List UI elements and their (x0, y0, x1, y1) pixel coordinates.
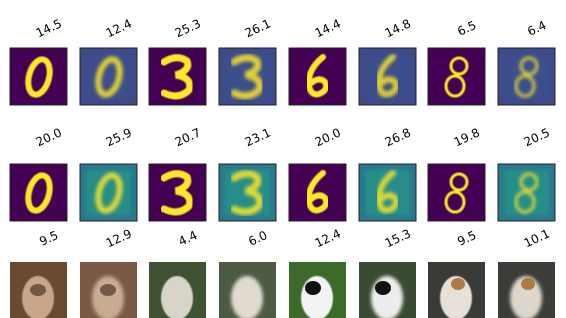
image-tile (80, 262, 137, 318)
photo-patch (451, 278, 465, 290)
score-label: 6.4 (525, 18, 548, 39)
score-label: 23.1 (243, 125, 273, 149)
image-tile (359, 48, 416, 105)
score-label: 10.1 (522, 226, 552, 250)
score-label: 6.0 (246, 228, 269, 249)
photo-face (100, 284, 116, 296)
image-tile (289, 164, 346, 221)
image-tile (10, 48, 67, 105)
score-label: 20.7 (173, 125, 203, 149)
image-tile (10, 262, 67, 318)
score-label: 6.5 (455, 18, 478, 39)
image-tile (80, 164, 137, 221)
score-label: 19.8 (452, 125, 482, 149)
image-tile (428, 164, 485, 221)
image-tile (80, 48, 137, 105)
score-label: 15.3 (383, 226, 413, 250)
photo-patch (305, 281, 321, 295)
image-tile (219, 262, 276, 318)
image-tile (498, 262, 555, 318)
score-label: 9.5 (455, 228, 478, 249)
photo-dog (22, 276, 54, 318)
score-label: 12.4 (104, 16, 134, 40)
image-tile (149, 262, 206, 318)
figure: 14.5 20.0 9.5 12.4 25.9 12.9 25.3 20.7 4.4 26.1 23… (0, 0, 566, 318)
photo-patch (521, 278, 535, 290)
score-label: 14.5 (34, 16, 64, 40)
photo-dog (92, 276, 124, 318)
score-label: 26.1 (243, 16, 273, 40)
image-tile (219, 164, 276, 221)
image-tile (359, 164, 416, 221)
photo-patch (375, 281, 391, 295)
image-tile (359, 262, 416, 318)
image-tile (289, 262, 346, 318)
image-tile (428, 262, 485, 318)
score-label: 25.9 (104, 125, 134, 149)
image-tile (219, 48, 276, 105)
score-label: 14.4 (313, 16, 343, 40)
score-label: 14.8 (383, 16, 413, 40)
image-tile (428, 48, 485, 105)
score-label: 20.5 (522, 125, 552, 149)
score-label: 26.8 (383, 125, 413, 149)
image-tile (498, 48, 555, 105)
image-tile (149, 164, 206, 221)
image-grid (10, 48, 555, 318)
photo-dog (231, 276, 263, 318)
image-tile (149, 48, 206, 105)
score-label: 12.4 (313, 226, 343, 250)
score-label: 12.9 (104, 226, 134, 250)
score-label: 4.4 (176, 228, 199, 249)
image-tile (10, 164, 67, 221)
photo-face (30, 284, 46, 296)
image-tile (498, 164, 555, 221)
score-label: 20.0 (313, 125, 343, 149)
image-tile (289, 48, 346, 105)
score-label: 9.5 (37, 228, 60, 249)
score-label: 25.3 (173, 16, 203, 40)
photo-dog (161, 276, 193, 318)
score-label: 20.0 (34, 125, 64, 149)
